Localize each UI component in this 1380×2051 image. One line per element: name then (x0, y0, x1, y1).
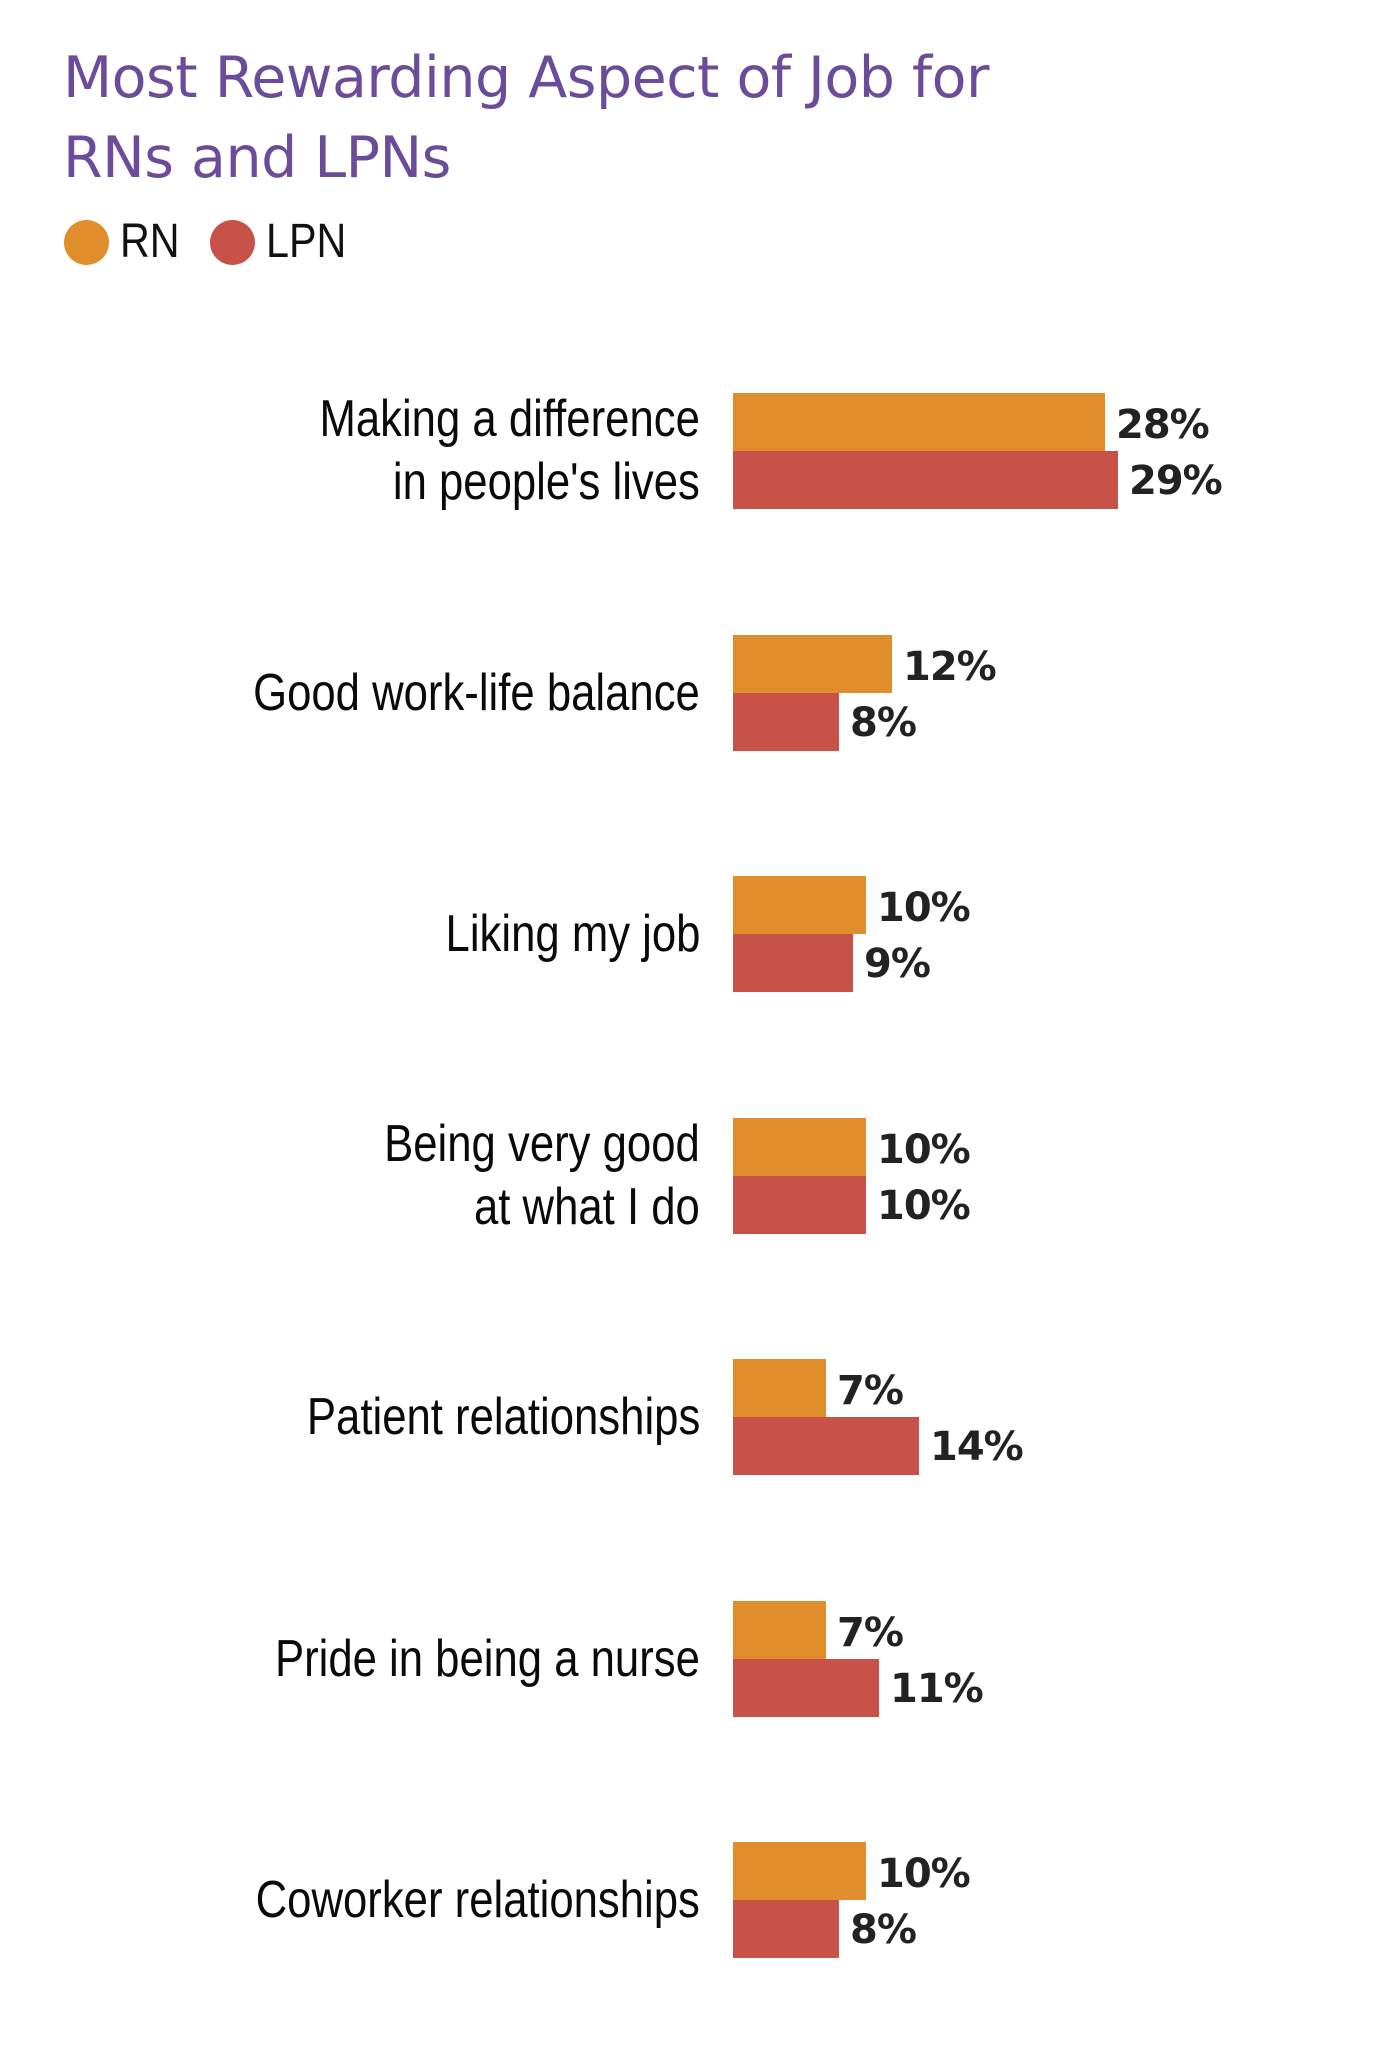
category-label-line: Being very good (384, 1115, 700, 1173)
lpn-bar (733, 451, 1118, 509)
rn-bar (733, 876, 866, 934)
category-label: Good work-life balance (253, 635, 700, 751)
bar-group: Liking my job 10% 9% (0, 876, 1380, 992)
lpn-value-label: 10% (877, 1183, 971, 1229)
rn-value-label: 7% (837, 1368, 904, 1414)
lpn-value-label: 9% (864, 941, 931, 987)
category-label-line: in people's lives (392, 453, 700, 511)
category-label-line: Pride in being a nurse (275, 1629, 700, 1688)
chart-title-line-2: RNs and LPNs (63, 125, 451, 191)
category-label: Coworker relationships (256, 1842, 700, 1958)
legend-label-rn: RN (120, 215, 180, 268)
lpn-value-label: 11% (890, 1666, 984, 1712)
category-label: Liking my job (445, 876, 700, 992)
lpn-bar (733, 693, 839, 751)
category-label-line: Liking my job (445, 904, 700, 963)
bar-group: Pride in being a nurse 7% 11% (0, 1601, 1380, 1717)
lpn-value-label: 29% (1129, 458, 1223, 504)
rn-value-label: 12% (903, 644, 997, 690)
bar-group: Patient relationships 7% 14% (0, 1359, 1380, 1475)
category-label: Patient relationships (307, 1359, 700, 1475)
category-label-line: Making a difference (319, 390, 700, 448)
rn-bar (733, 635, 892, 693)
rn-circle-icon (64, 220, 109, 265)
rn-value-label: 10% (877, 1127, 971, 1173)
lpn-value-label: 8% (850, 700, 917, 746)
rn-bar (733, 393, 1105, 451)
lpn-value-label: 14% (930, 1424, 1024, 1470)
category-label-line: Patient relationships (306, 1387, 700, 1446)
category-label: Pride in being a nurse (275, 1601, 700, 1717)
category-label: Being very good at what I do (384, 1115, 700, 1236)
chart-title-line-1: Most Rewarding Aspect of Job for (63, 45, 989, 111)
rn-value-label: 10% (877, 885, 971, 931)
bar-group: Good work-life balance 12% 8% (0, 635, 1380, 751)
lpn-value-label: 8% (850, 1907, 917, 1953)
lpn-bar (733, 1176, 866, 1234)
bar-group: Being very good at what I do 10% 10% (0, 1115, 1380, 1236)
lpn-bar (733, 934, 853, 992)
rn-bar (733, 1601, 826, 1659)
category-label-line: Coworker relationships (255, 1870, 700, 1929)
lpn-bar (733, 1900, 839, 1958)
rn-value-label: 7% (837, 1610, 904, 1656)
rn-value-label: 10% (877, 1851, 971, 1897)
bar-group: Making a difference in people's lives 28% 2… (0, 390, 1380, 511)
category-label-line: at what I do (474, 1178, 700, 1236)
chart-title: Most Rewarding Aspect of Job for RNs and… (63, 38, 1063, 198)
category-label-line: Good work-life balance (253, 663, 700, 722)
rn-bar (733, 1842, 866, 1900)
rn-value-label: 28% (1116, 402, 1210, 448)
lpn-bar (733, 1417, 919, 1475)
lpn-bar (733, 1659, 879, 1717)
rn-bar (733, 1118, 866, 1176)
legend-label-lpn: LPN (266, 215, 347, 268)
bar-group: Coworker relationships 10% 8% (0, 1842, 1380, 1958)
category-label: Making a difference in people's lives (320, 390, 700, 511)
lpn-circle-icon (210, 220, 255, 265)
rn-bar (733, 1359, 826, 1417)
